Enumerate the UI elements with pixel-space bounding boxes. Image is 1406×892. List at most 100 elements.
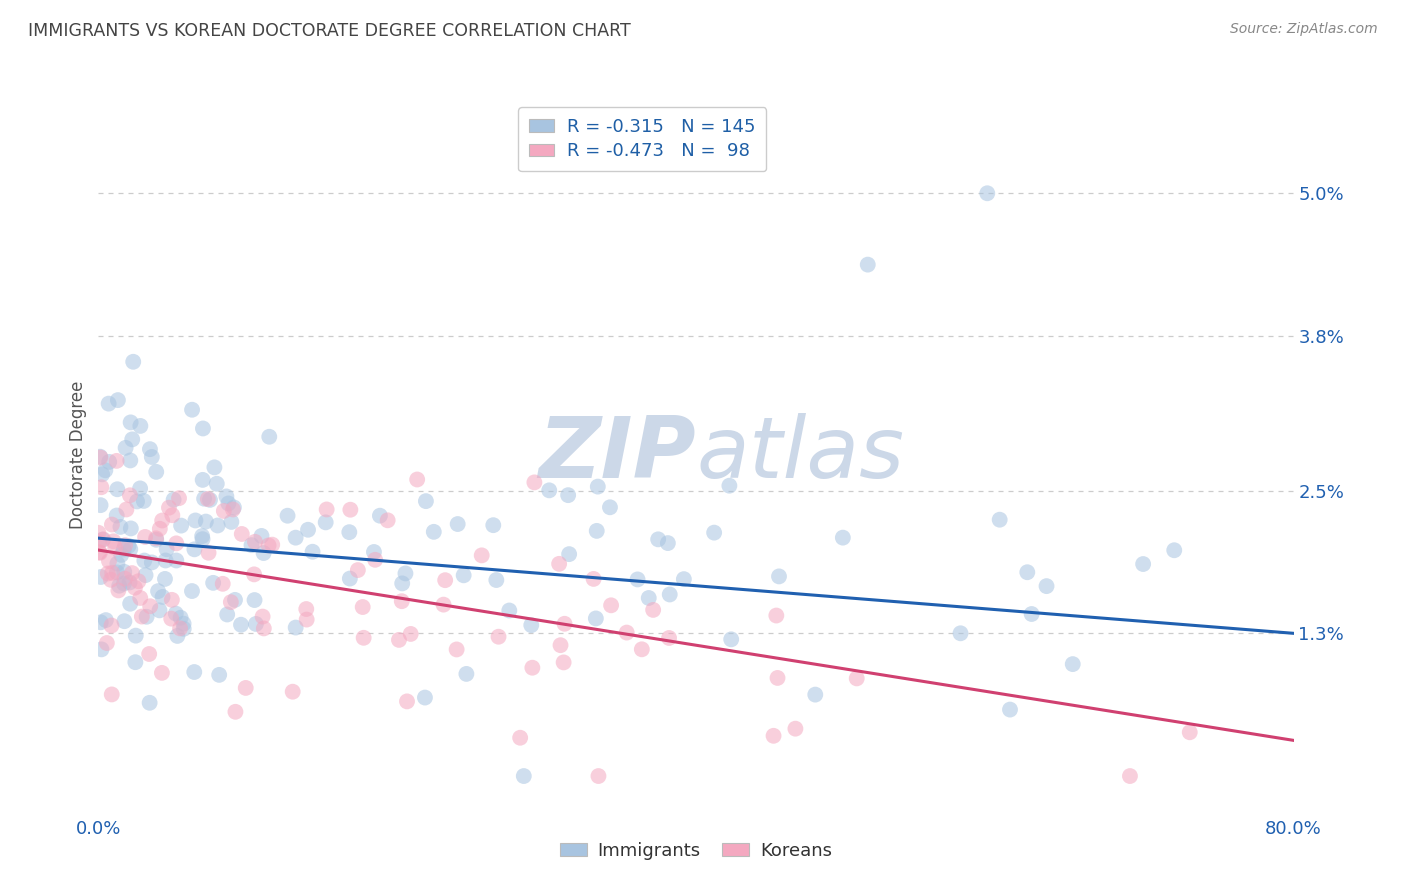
Point bbox=[434, 573, 457, 587]
Legend: Immigrants, Koreans: Immigrants, Koreans bbox=[553, 835, 839, 867]
Point bbox=[125, 629, 148, 643]
Point bbox=[785, 722, 807, 736]
Point bbox=[94, 613, 117, 627]
Point bbox=[215, 490, 238, 504]
Point bbox=[98, 554, 121, 568]
Point bbox=[498, 603, 520, 617]
Point bbox=[169, 621, 191, 635]
Point bbox=[988, 513, 1011, 527]
Point bbox=[586, 480, 609, 494]
Point bbox=[191, 532, 214, 546]
Point bbox=[301, 545, 323, 559]
Point bbox=[124, 581, 146, 595]
Point bbox=[207, 518, 229, 533]
Point bbox=[553, 656, 575, 670]
Point bbox=[97, 566, 120, 581]
Point bbox=[337, 525, 360, 540]
Point bbox=[135, 609, 157, 624]
Point bbox=[165, 553, 187, 567]
Point bbox=[217, 496, 239, 510]
Point bbox=[93, 533, 115, 547]
Point bbox=[284, 531, 307, 545]
Point bbox=[550, 638, 572, 652]
Point bbox=[145, 465, 167, 479]
Point bbox=[138, 647, 160, 661]
Point bbox=[129, 591, 152, 605]
Point bbox=[107, 583, 129, 598]
Point bbox=[112, 614, 135, 628]
Point bbox=[766, 671, 789, 685]
Point bbox=[104, 541, 127, 555]
Point bbox=[976, 186, 998, 201]
Point bbox=[146, 584, 169, 599]
Point bbox=[101, 566, 124, 580]
Point bbox=[191, 473, 214, 487]
Point bbox=[637, 591, 659, 605]
Point bbox=[193, 491, 215, 506]
Point bbox=[114, 441, 136, 455]
Point bbox=[585, 611, 607, 625]
Point bbox=[108, 579, 131, 593]
Point bbox=[90, 570, 112, 584]
Point bbox=[447, 516, 470, 531]
Point bbox=[89, 546, 111, 560]
Point bbox=[557, 488, 579, 502]
Point bbox=[202, 460, 225, 475]
Point bbox=[558, 547, 581, 561]
Point bbox=[165, 536, 187, 550]
Point bbox=[134, 553, 156, 567]
Point bbox=[762, 729, 785, 743]
Point bbox=[1132, 557, 1154, 571]
Point bbox=[165, 607, 187, 621]
Point bbox=[231, 527, 253, 541]
Point bbox=[949, 626, 972, 640]
Point bbox=[105, 454, 128, 468]
Point bbox=[804, 688, 827, 702]
Point bbox=[87, 525, 110, 540]
Point bbox=[173, 616, 195, 631]
Point bbox=[191, 529, 214, 543]
Point bbox=[446, 642, 468, 657]
Point bbox=[112, 542, 135, 557]
Point bbox=[114, 538, 136, 552]
Point bbox=[105, 557, 128, 571]
Point bbox=[718, 479, 741, 493]
Point bbox=[703, 525, 725, 540]
Point bbox=[90, 498, 112, 512]
Point bbox=[297, 523, 319, 537]
Point bbox=[765, 608, 787, 623]
Point bbox=[364, 553, 387, 567]
Point bbox=[98, 455, 121, 469]
Point bbox=[1035, 579, 1057, 593]
Point bbox=[1178, 725, 1201, 739]
Point bbox=[245, 616, 267, 631]
Point bbox=[413, 690, 436, 705]
Point bbox=[100, 618, 122, 632]
Point bbox=[110, 520, 132, 534]
Point bbox=[339, 502, 361, 516]
Point bbox=[224, 705, 246, 719]
Point bbox=[208, 668, 231, 682]
Point bbox=[315, 516, 337, 530]
Point bbox=[94, 463, 117, 477]
Point bbox=[257, 538, 280, 552]
Point bbox=[253, 621, 276, 635]
Point bbox=[219, 595, 242, 609]
Point bbox=[181, 402, 204, 417]
Point bbox=[103, 534, 125, 549]
Point bbox=[616, 625, 638, 640]
Point bbox=[169, 611, 191, 625]
Point bbox=[224, 593, 246, 607]
Point bbox=[482, 518, 505, 533]
Point bbox=[377, 513, 399, 527]
Point bbox=[120, 597, 142, 611]
Point bbox=[388, 632, 411, 647]
Point bbox=[155, 553, 177, 567]
Point bbox=[856, 258, 879, 272]
Point bbox=[160, 612, 183, 626]
Point bbox=[115, 502, 138, 516]
Point bbox=[658, 631, 681, 645]
Point bbox=[202, 575, 225, 590]
Point bbox=[588, 769, 610, 783]
Point bbox=[352, 600, 374, 615]
